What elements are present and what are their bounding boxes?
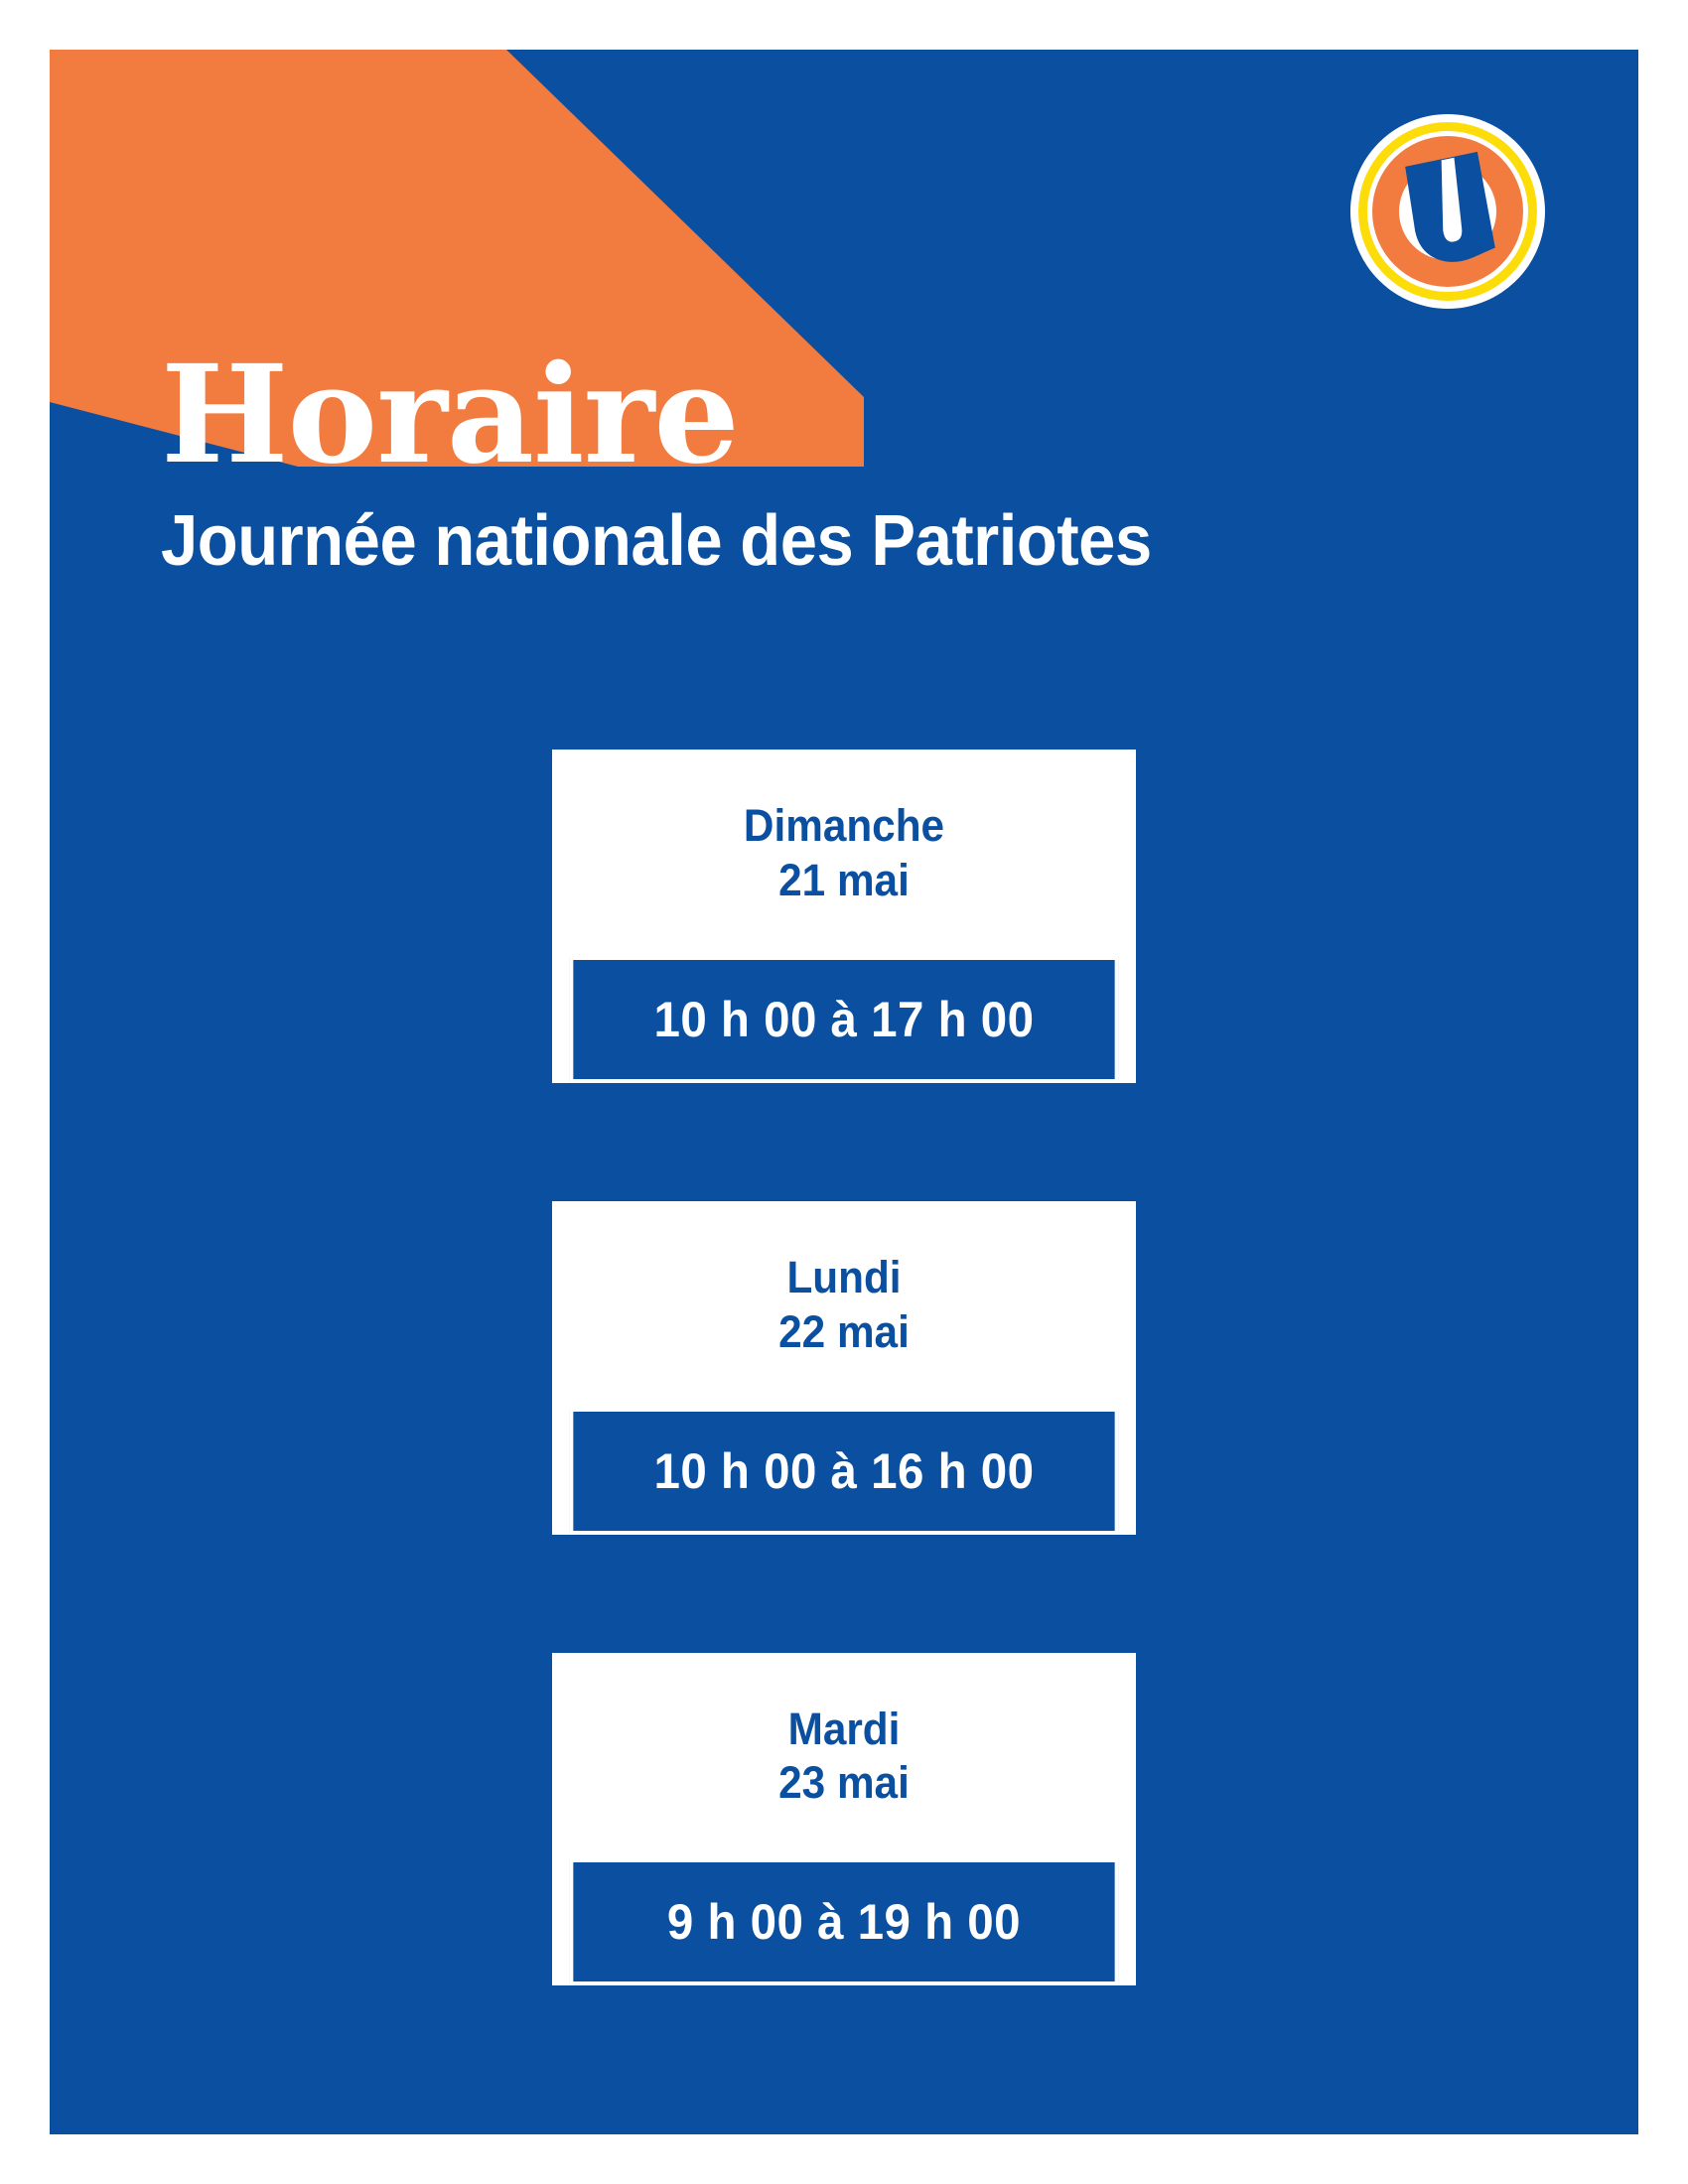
title-block: Horaire Journée nationale des Patriotes [161, 347, 1551, 580]
card-hours-band: 10 h 00 à 17 h 00 [569, 955, 1119, 1083]
card-day-label: Lundi 22 mai [570, 1201, 1119, 1408]
day-date: 23 mai [778, 1757, 910, 1809]
poster-canvas: Horaire Journée nationale des Patriotes … [50, 50, 1638, 2134]
card-hours-band: 9 h 00 à 19 h 00 [569, 1858, 1119, 1986]
schedule-card: Dimanche 21 mai 10 h 00 à 17 h 00 [552, 750, 1136, 1083]
card-day-label: Dimanche 21 mai [570, 750, 1119, 956]
page-subtitle: Journée nationale des Patriotes [161, 501, 1152, 581]
day-name: Dimanche [743, 800, 945, 851]
schedule-card-list: Dimanche 21 mai 10 h 00 à 17 h 00 Lundi … [552, 750, 1136, 1988]
card-day-label: Mardi 23 mai [570, 1653, 1119, 1859]
uniprix-u-logo [1348, 112, 1547, 311]
card-hours-band: 10 h 00 à 16 h 00 [569, 1407, 1119, 1535]
day-name: Mardi [787, 1703, 901, 1754]
day-name: Lundi [786, 1251, 902, 1302]
page-title: Horaire [161, 336, 740, 494]
day-date: 21 mai [778, 854, 910, 905]
day-date: 22 mai [778, 1305, 910, 1357]
schedule-card: Lundi 22 mai 10 h 00 à 16 h 00 [552, 1200, 1136, 1535]
schedule-card: Mardi 23 mai 9 h 00 à 19 h 00 [552, 1652, 1136, 1986]
